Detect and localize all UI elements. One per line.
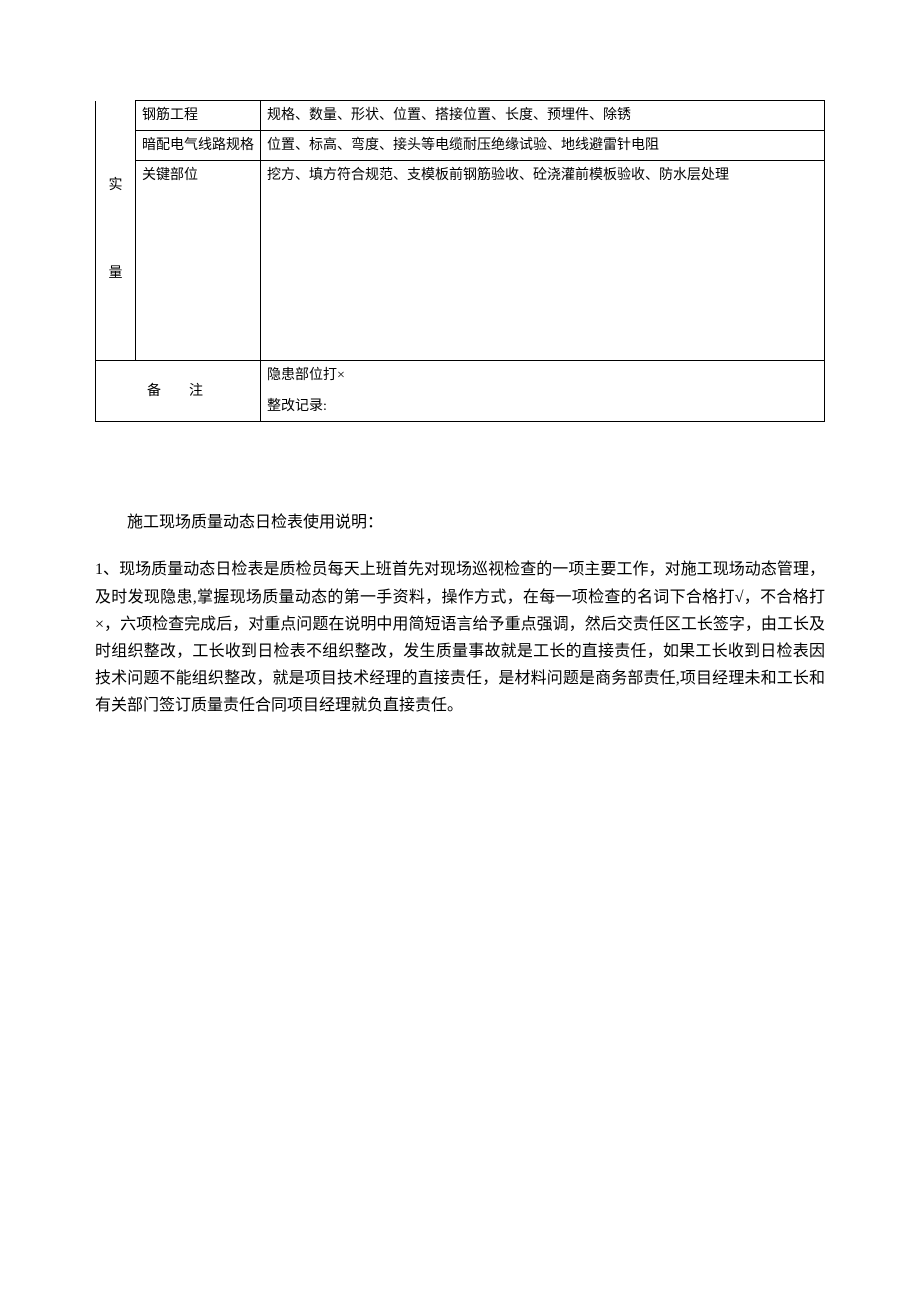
row-label-cell: 关键部位 — [136, 161, 261, 361]
row-label-cell: 暗配电气线路规格 — [136, 131, 261, 161]
instructions-body: 1、现场质量动态日检表是质检员每天上班首先对现场巡视检查的一项主要工作，对施工现… — [95, 556, 825, 719]
row-desc-cell: 规格、数量、形状、位置、搭接位置、长度、预埋件、除锈 — [261, 101, 825, 131]
table-row: 暗配电气线路规格 位置、标高、弯度、接头等电缆耐压绝缘试验、地线避雷针电阻 — [96, 131, 825, 161]
left-header-char: 实 — [109, 172, 123, 200]
row-desc-cell: 挖方、填方符合规范、支模板前钢筋验收、砼浇灌前模板验收、防水层处理 — [261, 161, 825, 361]
remark-content: 隐患部位打× 整改记录: — [267, 365, 818, 417]
left-header-cell: 实 量 — [96, 101, 136, 361]
remark-line: 整改记录: — [267, 396, 818, 417]
left-header-text: 实 量 — [102, 142, 129, 318]
table-row: 关键部位 挖方、填方符合规范、支模板前钢筋验收、砼浇灌前模板验收、防水层处理 — [96, 161, 825, 361]
instructions-section: 施工现场质量动态日检表使用说明： 1、现场质量动态日检表是质检员每天上班首先对现… — [95, 512, 825, 720]
row-desc-cell: 位置、标高、弯度、接头等电缆耐压绝缘试验、地线避雷针电阻 — [261, 131, 825, 161]
row-label-cell: 钢筋工程 — [136, 101, 261, 131]
table-row: 实 量 钢筋工程 规格、数量、形状、位置、搭接位置、长度、预埋件、除锈 — [96, 101, 825, 131]
remark-row: 备注 隐患部位打× 整改记录: — [96, 361, 825, 422]
remark-line: 隐患部位打× — [267, 365, 818, 386]
remark-content-cell: 隐患部位打× 整改记录: — [261, 361, 825, 422]
left-header-char: 量 — [109, 260, 123, 288]
inspection-table: 实 量 钢筋工程 规格、数量、形状、位置、搭接位置、长度、预埋件、除锈 暗配电气… — [95, 100, 825, 422]
remark-label-cell: 备注 — [96, 361, 261, 422]
instructions-title: 施工现场质量动态日检表使用说明： — [95, 512, 825, 534]
document-page: 实 量 钢筋工程 规格、数量、形状、位置、搭接位置、长度、预埋件、除锈 暗配电气… — [0, 0, 920, 780]
